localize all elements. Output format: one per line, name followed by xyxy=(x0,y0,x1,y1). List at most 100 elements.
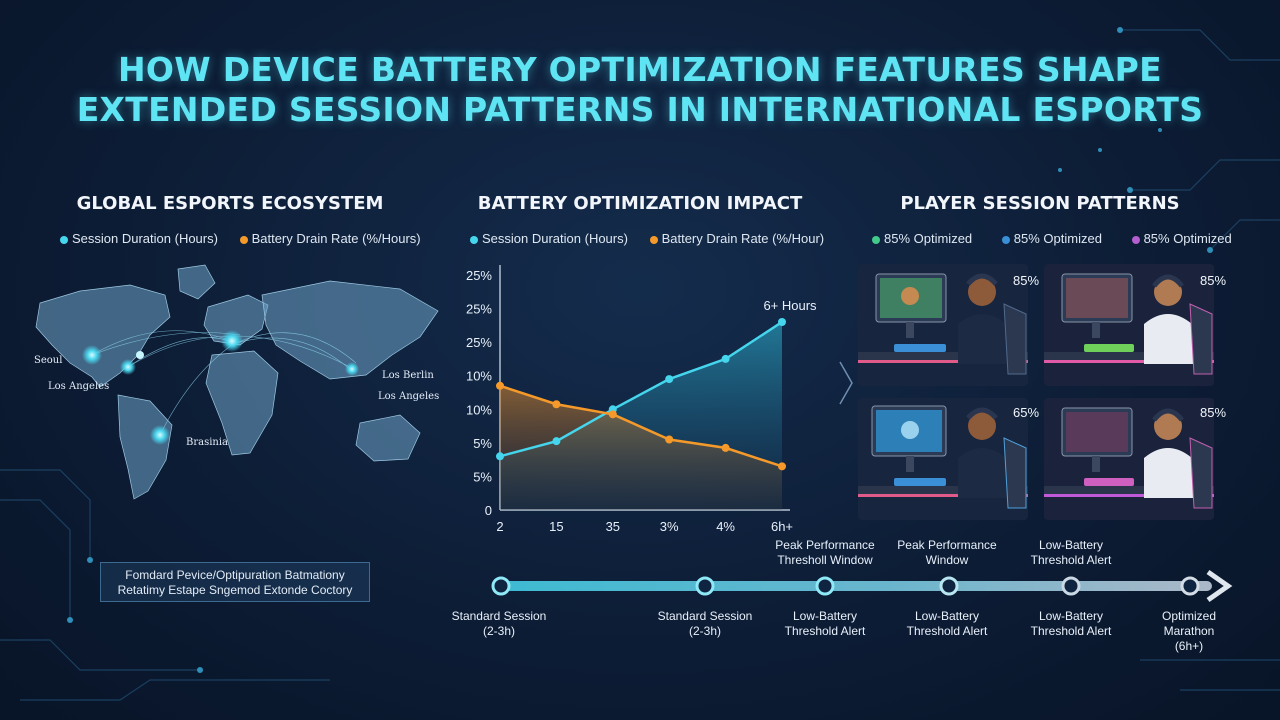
series-1-point-6 xyxy=(778,318,786,326)
timeline-label-5: Low-Battery Threshold Alert xyxy=(1011,609,1131,639)
series-2-point-6 xyxy=(778,462,786,471)
x-tick-label-6: 6h+ xyxy=(771,519,793,534)
timeline-bar xyxy=(492,581,1212,591)
sessions-legend-label: 85% Optimized xyxy=(1143,231,1232,246)
ecosystem-note: Fomdard Pevice/Optipuration Batmationy R… xyxy=(100,562,370,602)
gamer-panel-2 xyxy=(1044,264,1214,386)
x-tick-label-1: 2 xyxy=(496,519,503,534)
series-1-point-4 xyxy=(665,375,674,384)
timeline-label-5-line-2: Threshold Alert xyxy=(1030,624,1112,638)
upper-label-1-line-2: Thresholl Window xyxy=(777,553,873,567)
timeline-label-6-line-3: (6h+) xyxy=(1174,639,1204,653)
timeline-node xyxy=(491,576,511,596)
continent-asia xyxy=(261,280,439,380)
impact-legend: Session Duration (Hours) Battery Drain R… xyxy=(470,231,842,246)
series-1-point-2 xyxy=(552,437,561,446)
y-tick-label-8: 25% xyxy=(466,268,492,283)
x-tick-label-3: 35 xyxy=(606,519,620,534)
timeline-label-2-line-2: (2-3h) xyxy=(688,624,721,638)
timeline-node xyxy=(1180,576,1200,596)
city-label-los-angeles-east: Los Angeles xyxy=(378,391,440,402)
page-title-line-1: HOW DEVICE BATTERY OPTIMIZATION FEATURES… xyxy=(117,50,1163,89)
y-tick-label-6: 25% xyxy=(466,335,492,350)
city-label-berlin: Los Berlin xyxy=(382,370,434,381)
timeline-label-1-line-1: Standard Session xyxy=(451,609,547,623)
sessions-legend-item: 85% Optimized xyxy=(1131,231,1232,246)
panel-2-percent: 85% xyxy=(1200,273,1227,288)
battery-impact-chart: 0 5% 5% 10% 10% 25% 25% 25% 2 15 35 3% 4% 6h+ 6+ Hou… xyxy=(466,265,817,534)
legend-dot-icon xyxy=(649,235,658,244)
impact-title: BATTERY OPTIMIZATION IMPACT xyxy=(477,193,803,214)
series-1-line xyxy=(499,320,783,458)
upper-label-2: Peak Performance Window xyxy=(887,538,1007,568)
timeline-node xyxy=(815,576,835,596)
timeline-node xyxy=(939,576,959,596)
legend-dot-icon xyxy=(872,235,880,244)
city-label-brasilia: Brasinia xyxy=(186,437,229,448)
ecosystem-title: GLOBAL ESPORTS ECOSYSTEM xyxy=(76,193,384,214)
sessions-title: PLAYER SESSION PATTERNS xyxy=(900,193,1180,214)
timeline-label-6: Optimized Marathon (6h+) xyxy=(1129,609,1249,654)
upper-label-3: Low-Battery Threshold Alert xyxy=(1011,538,1131,568)
upper-label-1: Peak Performance Thresholl Window xyxy=(765,538,885,568)
timeline-label-4: Low-Battery Threshold Alert xyxy=(887,609,1007,639)
city-label-seoul: Seoul xyxy=(34,355,63,366)
x-tick-label-5: 4% xyxy=(716,519,735,534)
y-tick-label-2: 5% xyxy=(473,469,492,484)
y-tick-label-3: 5% xyxy=(473,436,492,451)
legend-dot-icon xyxy=(470,235,478,244)
timeline-label-5-line-1: Low-Battery xyxy=(1038,609,1104,623)
gamer-panel-1 xyxy=(858,264,1028,386)
series-1-point-5 xyxy=(721,354,730,363)
timeline-label-2: Standard Session (2-3h) xyxy=(645,609,765,639)
sessions-legend: 85% Optimized 85% Optimized 85% Optimize… xyxy=(872,231,1250,246)
continent-greenland xyxy=(177,264,216,300)
series-2-point-5 xyxy=(721,443,730,452)
sessions-legend-label: 85% Optimized xyxy=(884,231,973,246)
y-tick-label-1: 0 xyxy=(485,503,492,518)
timeline-label-4-line-1: Low-Battery xyxy=(914,609,980,623)
timeline-label-2-line-1: Standard Session xyxy=(657,609,753,623)
ecosystem-legend-label: Session Duration (Hours) xyxy=(72,231,218,246)
world-map xyxy=(35,264,439,500)
timeline-label-3: Low-Battery Threshold Alert xyxy=(765,609,885,639)
gamer-panel-3 xyxy=(858,398,1028,520)
timeline-label-1-line-2: (2-3h) xyxy=(482,624,515,638)
x-tick-label-2: 15 xyxy=(549,519,563,534)
upper-label-3-line-1: Low-Battery xyxy=(1038,538,1104,552)
panel-3-percent: 65% xyxy=(1013,405,1040,420)
y-tick-label-4: 10% xyxy=(466,402,492,417)
continent-south-america xyxy=(117,394,173,500)
page-title-line-2: EXTENDED SESSION PATTERNS IN INTERNATION… xyxy=(76,90,1204,129)
continent-australia xyxy=(355,414,421,462)
y-tick-label-5: 10% xyxy=(466,369,492,384)
x-tick-label-4: 3% xyxy=(660,519,679,534)
series-2-area xyxy=(500,385,782,510)
continent-north-america xyxy=(35,284,171,388)
impact-legend-label: Session Duration (Hours) xyxy=(482,231,628,246)
panel-4-percent: 85% xyxy=(1200,405,1227,420)
series-2-point-1 xyxy=(496,381,504,390)
impact-legend-item: Battery Drain Rate (%/Hour) xyxy=(649,231,824,246)
timeline-label-3-line-1: Low-Battery xyxy=(792,609,858,623)
y-tick-label-7: 25% xyxy=(466,302,492,317)
timeline-node xyxy=(1061,576,1081,596)
series-2-line xyxy=(499,384,783,468)
timeline-arrow-icon xyxy=(1206,569,1233,603)
timeline-label-4-line-2: Threshold Alert xyxy=(906,624,988,638)
legend-dot-icon xyxy=(1131,235,1140,244)
continent-europe xyxy=(203,294,269,346)
impact-legend-item: Session Duration (Hours) xyxy=(470,231,628,246)
panel-chevron-icon xyxy=(839,361,853,405)
series-2-point-3 xyxy=(608,410,617,419)
timeline-label-1: Standard Session (2-3h) xyxy=(439,609,559,639)
panel-1-percent: 85% xyxy=(1013,273,1040,288)
ecosystem-legend-item: Battery Drain Rate (%/Hours) xyxy=(239,231,421,246)
timeline-label-6-line-2: Marathon xyxy=(1163,624,1215,638)
timeline-label-6-line-1: Optimized xyxy=(1161,609,1217,623)
timeline-label-3-line-2: Threshold Alert xyxy=(784,624,866,638)
legend-dot-icon xyxy=(60,235,68,244)
legend-dot-icon xyxy=(239,235,248,244)
upper-label-2-line-1: Peak Performance xyxy=(897,538,997,552)
